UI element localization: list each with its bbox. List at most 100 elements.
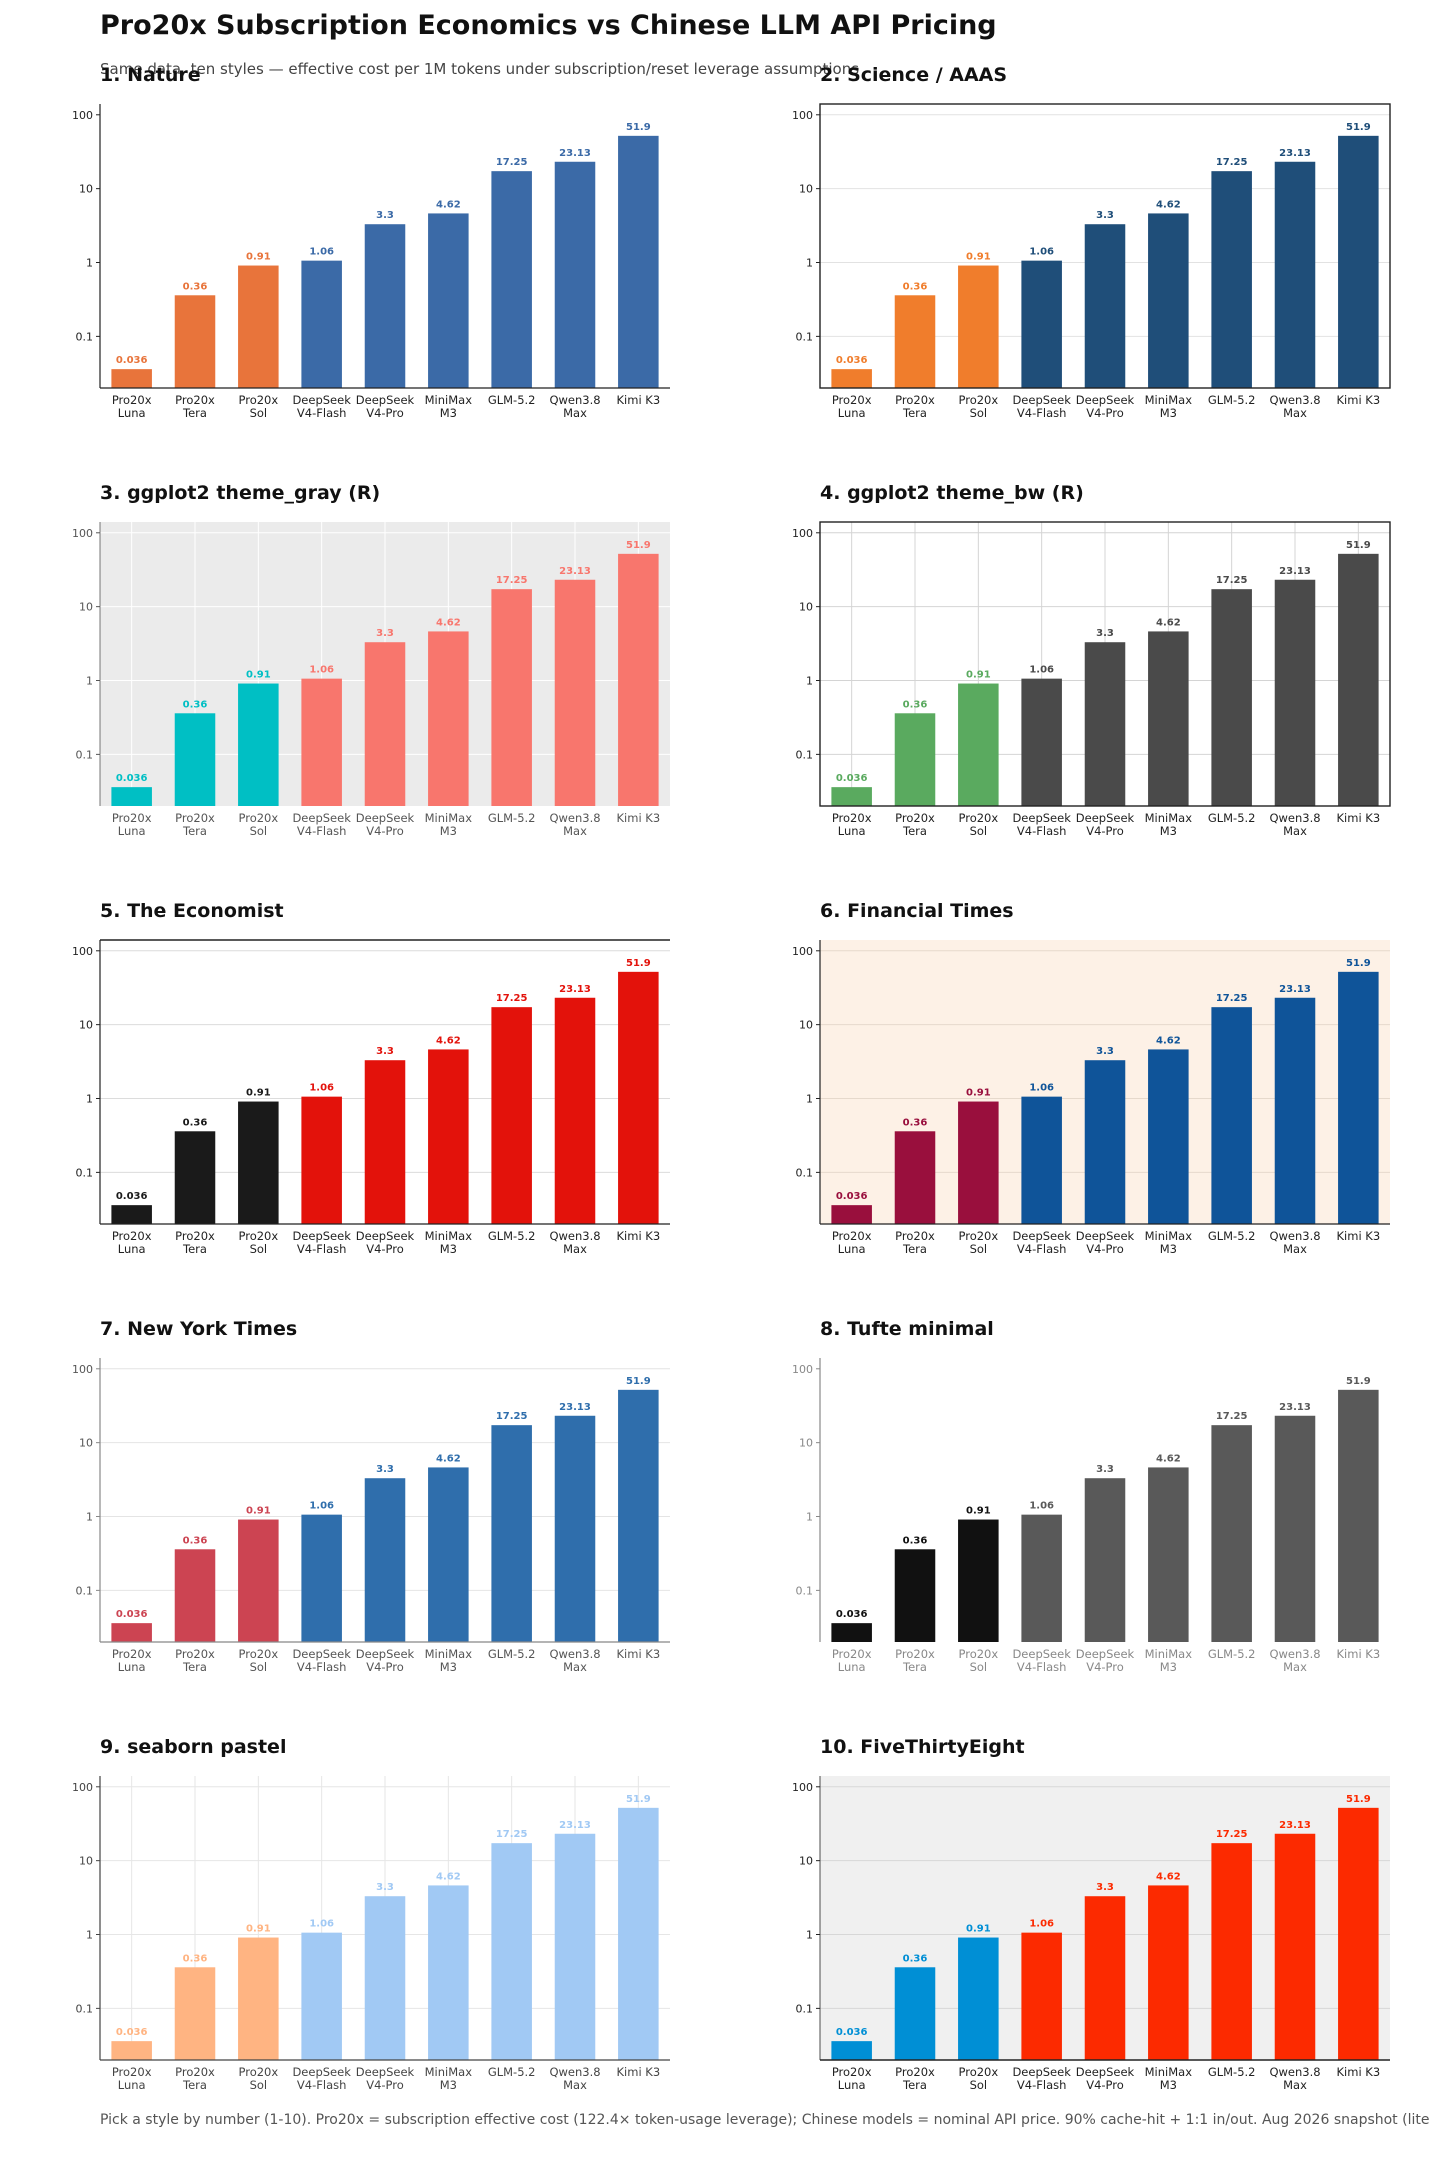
x-tick-label: DeepSeek V4-Pro [356,1647,415,1674]
y-tick-label: 10 [799,601,813,614]
x-tick-label: DeepSeek V4-Pro [356,811,415,838]
chart-title-text: seaborn pastel [127,1736,287,1758]
bar-value-label: 17.25 [496,575,528,586]
bar-value-label: 3.3 [376,1464,394,1475]
bar [1274,1833,1316,2060]
chart-title: 9. seaborn pastel [100,1736,286,1758]
y-tick-label: 1 [86,257,93,270]
bar-chart: 0.036 0.36 0.91 1.06 3.3 4.62 17.25 23.13 51.9 0.… [72,1358,670,1674]
bar [618,971,659,1224]
page-subtitle: Same data, ten styles — effective cost p… [100,60,860,78]
bar-value-label: 51.9 [1346,958,1371,969]
bar [1338,135,1379,388]
bar-value-label: 0.36 [183,699,208,710]
bar [1084,1896,1126,2060]
y-tick-label: 10 [799,1437,813,1450]
bar [1338,971,1379,1224]
y-tick-label: 100 [792,527,813,540]
bar [301,678,342,806]
chart-number: 6. [820,900,848,922]
bar [958,1937,999,2060]
y-tick-label: 1 [86,675,93,688]
x-tick-label: Pro20x Sol [238,1647,278,1674]
x-tick-label: MiniMax M3 [1145,1229,1193,1256]
x-tick-label: Pro20x Luna [832,811,872,838]
bar-value-label: 1.06 [309,1919,334,1930]
x-tick-label: Qwen3.8 Max [1269,1229,1320,1256]
chart-title-text: Tufte minimal [847,1318,994,1340]
x-tick-label: DeepSeek V4-Flash [1012,2065,1071,2092]
bar-value-label: 0.36 [903,281,928,292]
x-tick-label: Pro20x Luna [112,811,152,838]
bar [111,1623,152,1642]
chart-number: 5. [100,900,128,922]
x-tick-label: Pro20x Tera [175,811,215,838]
y-tick-label: 1 [806,1929,813,1942]
y-tick-label: 1 [86,1093,93,1106]
x-tick-label: DeepSeek V4-Pro [356,393,415,420]
x-tick-label: Pro20x Sol [958,2065,998,2092]
bar-chart: 0.036 0.36 0.91 1.06 3.3 4.62 17.25 23.13 51.9 0.… [72,104,670,420]
x-tick-label: Pro20x Luna [832,1229,872,1256]
x-tick-label: Pro20x Luna [112,2065,152,2092]
x-tick-label: Pro20x Tera [895,393,935,420]
bar-chart: 0.036 0.36 0.91 1.06 3.3 4.62 17.25 23.13 51.9 0.… [72,1776,670,2092]
bar [1148,213,1189,388]
bar-chart: 0.036 0.36 0.91 1.06 3.3 4.62 17.25 23.13 51.9 0.… [72,939,670,1256]
bar [831,2041,872,2060]
x-tick-label: Kimi K3 [617,811,661,825]
x-tick-label: DeepSeek V4-Flash [1012,1647,1071,1674]
bar [174,1549,216,1642]
bar-value-label: 51.9 [626,1376,651,1387]
bar-value-label: 0.36 [183,1535,208,1546]
bar [111,1205,152,1224]
bar-value-label: 4.62 [436,1871,461,1882]
x-tick-label: DeepSeek V4-Pro [1076,393,1135,420]
x-tick-label: Pro20x Luna [112,393,152,420]
bar-value-label: 23.13 [559,984,591,995]
bar-value-label: 0.91 [246,1924,271,1935]
bar-value-label: 51.9 [1346,122,1371,133]
x-tick-label: Pro20x Luna [112,1229,152,1256]
chart-number: 7. [100,1318,128,1340]
x-tick-label: Pro20x Tera [895,1229,935,1256]
bar [1084,1060,1126,1224]
bar-value-label: 0.36 [903,1953,928,1964]
bar [894,1549,936,1642]
bar [491,1007,532,1224]
bar-value-label: 0.036 [836,1191,868,1202]
x-tick-label: DeepSeek V4-Flash [292,1229,351,1256]
x-tick-label: Pro20x Tera [895,811,935,838]
x-tick-label: MiniMax M3 [425,811,473,838]
bar-value-label: 0.36 [183,1117,208,1128]
bar [428,1049,469,1224]
y-tick-label: 0.1 [76,748,94,761]
bar [618,135,659,388]
bar-value-label: 1.06 [309,665,334,676]
bar [1274,579,1316,806]
x-tick-label: DeepSeek V4-Flash [1012,811,1071,838]
bar-value-label: 4.62 [436,199,461,210]
y-tick-label: 100 [72,1781,93,1794]
chart-number: 10. [820,1736,861,1758]
x-tick-label: GLM-5.2 [488,2065,536,2079]
bar-value-label: 0.91 [966,1924,991,1935]
chart-title-text: Science / AAAS [847,64,1008,86]
y-tick-label: 10 [79,1855,93,1868]
y-tick-label: 1 [806,675,813,688]
bar-value-label: 23.13 [559,1820,591,1831]
chart-title-text: Nature [127,64,201,86]
y-tick-label: 0.1 [796,330,814,343]
chart-number: 8. [820,1318,848,1340]
bar-value-label: 17.25 [1216,1829,1248,1840]
y-tick-label: 0.1 [796,1584,814,1597]
chart-title-text: Financial Times [847,900,1014,922]
x-tick-label: GLM-5.2 [1208,1647,1256,1661]
bar [831,1623,872,1642]
bar-value-label: 1.06 [309,1501,334,1512]
bar [238,1937,279,2060]
bar-value-label: 17.25 [496,1411,528,1422]
chart-title: 6. Financial Times [820,900,1014,922]
x-tick-label: DeepSeek V4-Pro [356,2065,415,2092]
y-tick-label: 1 [86,1511,93,1524]
